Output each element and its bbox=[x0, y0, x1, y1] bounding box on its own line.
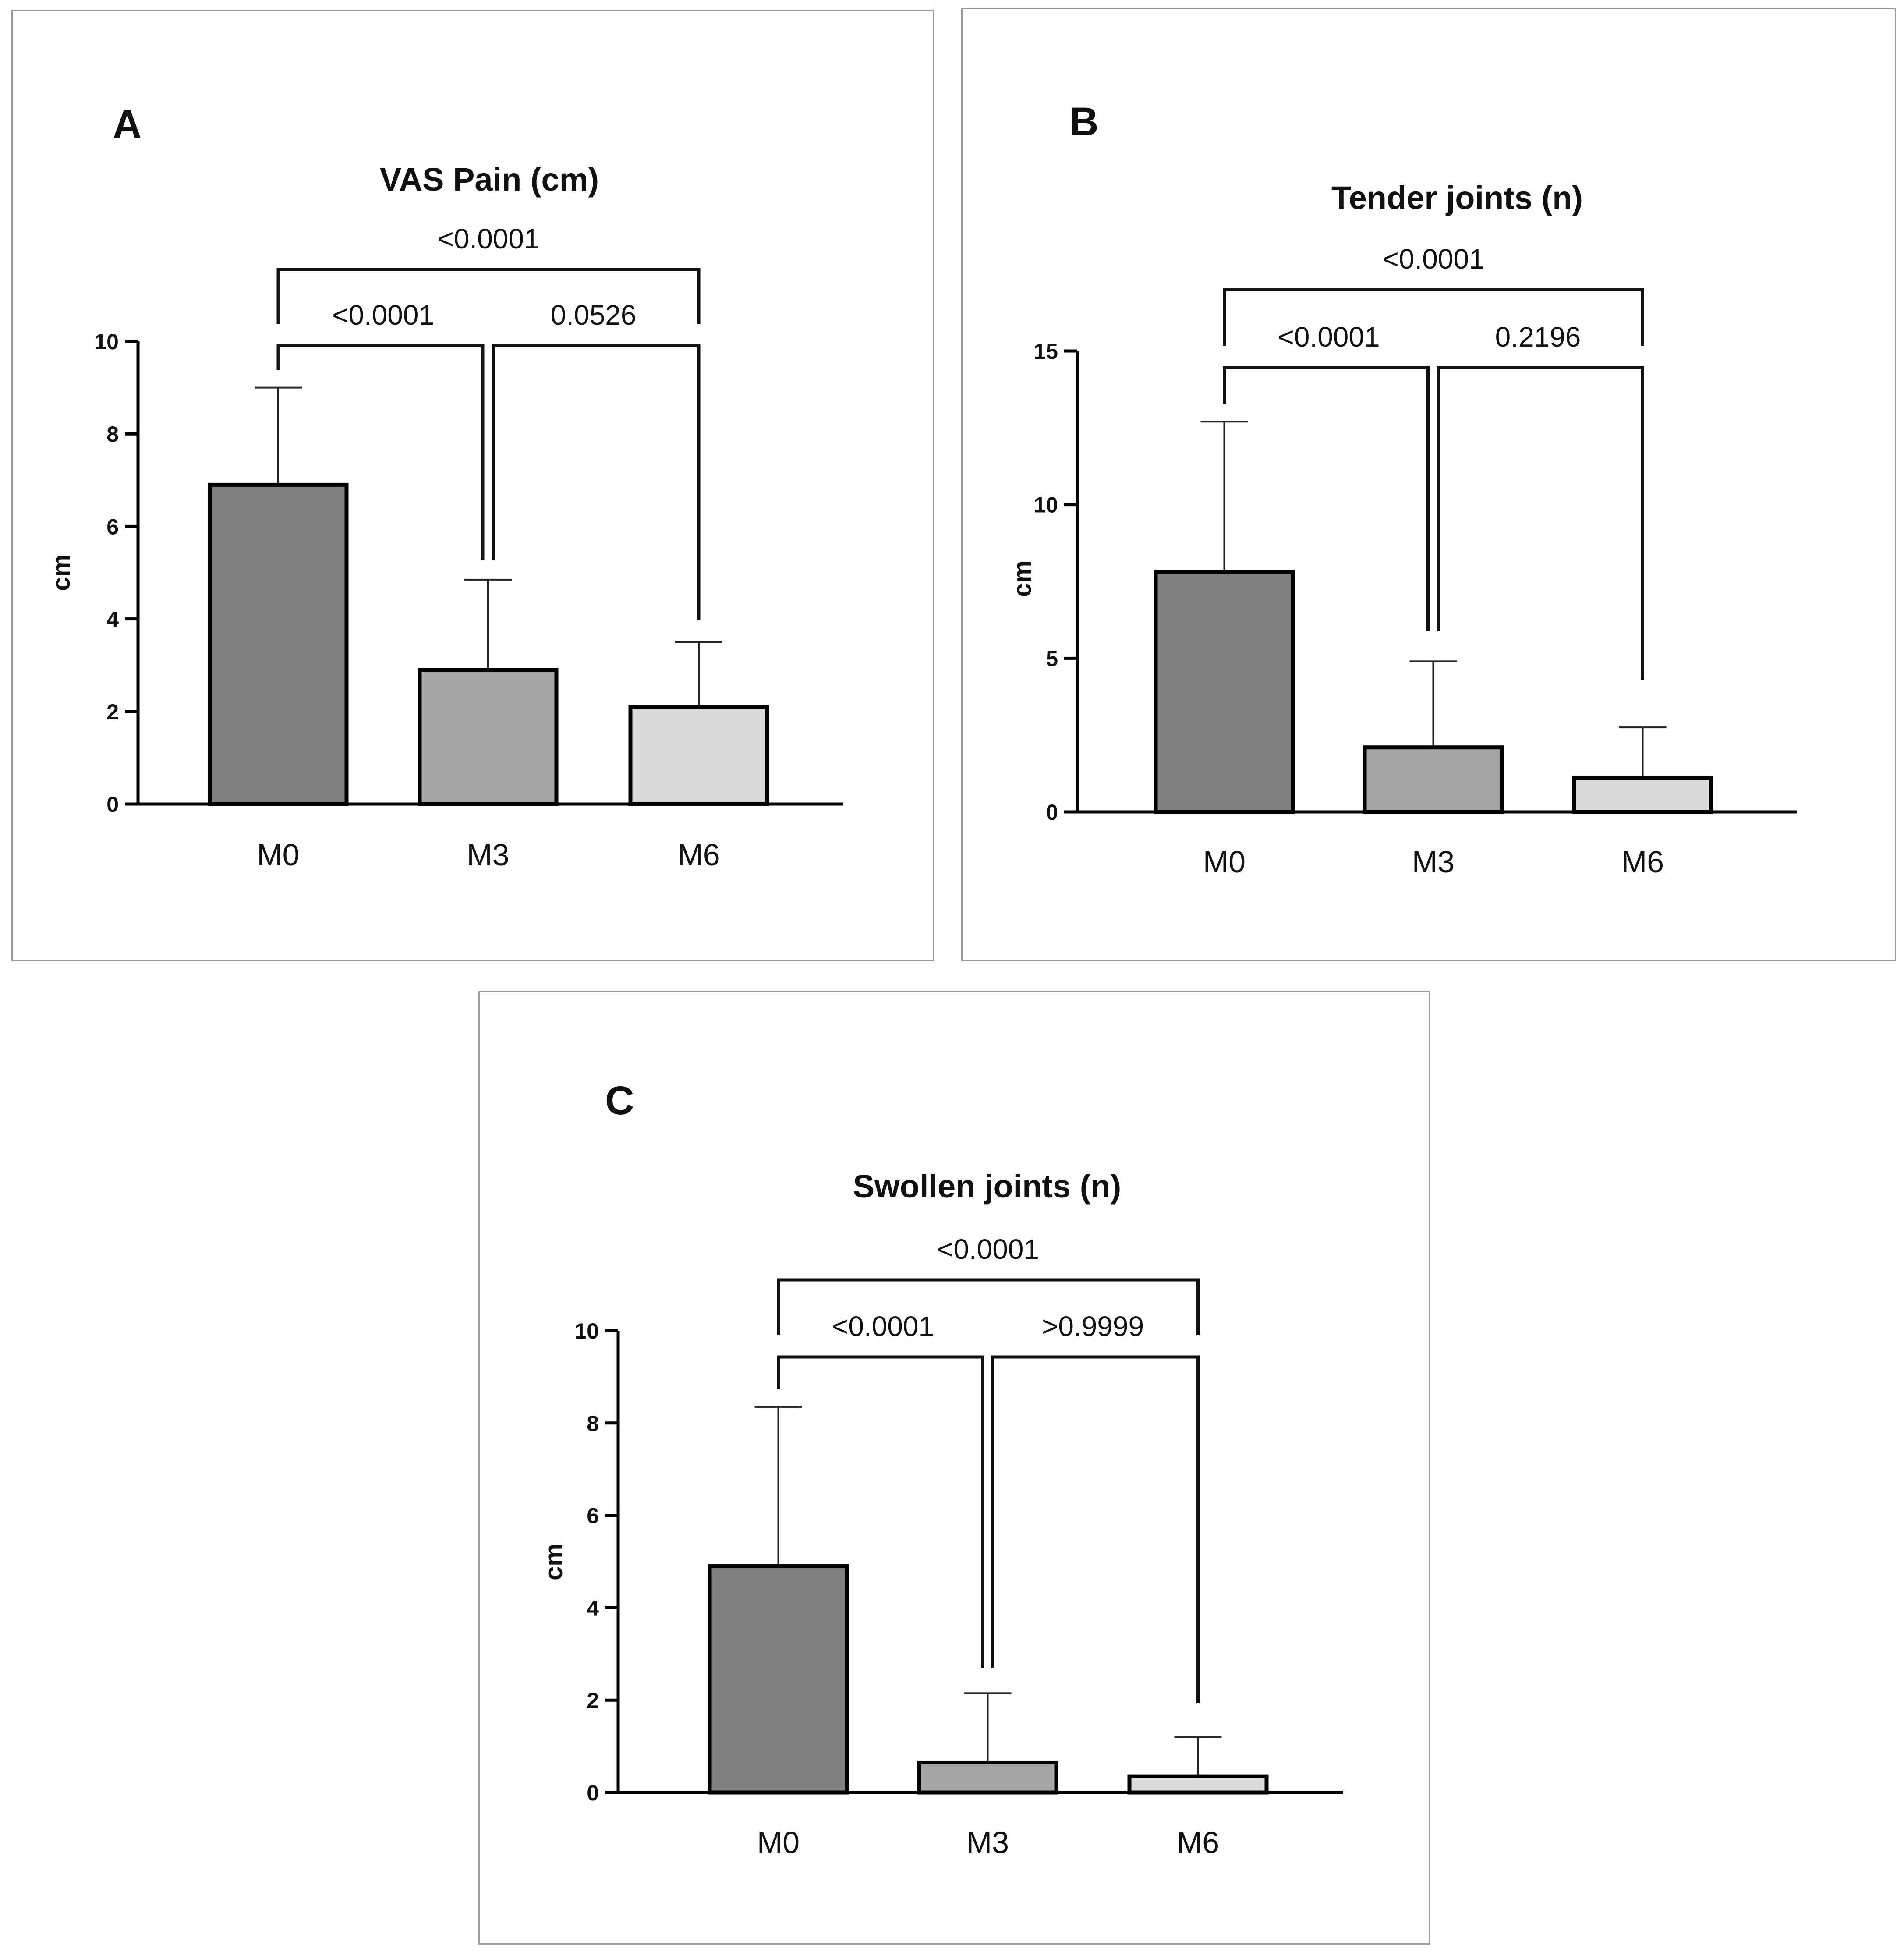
sig-bracket-b-m0-m3: <0.0001 bbox=[1223, 321, 1430, 631]
y-tick-label-a: 8 bbox=[106, 422, 119, 446]
chart-title-b: Tender joints (n) bbox=[1331, 180, 1583, 216]
y-axis-label-c: cm bbox=[539, 1544, 568, 1580]
y-tick-label-b: 0 bbox=[1046, 800, 1058, 825]
sig-bracket-c-m3-m6: >0.9999 bbox=[991, 1311, 1200, 1703]
x-tick-label-b-m3: M3 bbox=[1412, 845, 1455, 879]
y-axis-label-a: cm bbox=[47, 554, 75, 591]
y-tick-label-a: 10 bbox=[94, 329, 119, 354]
chart-a-svg: A VAS Pain (cm) 0 2 4 6 8 10 cm M0 M3 M6 <0.0001 <0… bbox=[47, 102, 843, 872]
x-tick-label-c-m3: M3 bbox=[966, 1825, 1009, 1860]
y-tick-label-c: 6 bbox=[587, 1504, 599, 1528]
y-tick-label-a: 2 bbox=[106, 700, 119, 724]
y-tick-label-c: 10 bbox=[574, 1319, 599, 1343]
sig-bracket-b-m3-m6: 0.2196 bbox=[1437, 321, 1644, 680]
sig-bracket-c-m0-m3: <0.0001 bbox=[777, 1311, 984, 1668]
panel-letter-a: A bbox=[113, 102, 142, 147]
error-bar-a-m0 bbox=[255, 386, 302, 485]
error-bar-b-m0 bbox=[1200, 421, 1248, 572]
p-value-a-m0-m3: <0.0001 bbox=[332, 299, 434, 331]
chart-title-a: VAS Pain (cm) bbox=[380, 161, 599, 198]
y-tick-label-b: 10 bbox=[1033, 493, 1058, 517]
sig-bracket-b-m0-m6: <0.0001 bbox=[1223, 243, 1644, 346]
x-tick-label-a-m3: M3 bbox=[467, 838, 509, 872]
y-tick-label-b: 15 bbox=[1033, 339, 1058, 364]
sig-bracket-a-m0-m6: <0.0001 bbox=[276, 223, 701, 324]
x-tick-label-c-m0: M0 bbox=[757, 1825, 800, 1860]
p-value-c-m0-m3: <0.0001 bbox=[832, 1311, 934, 1342]
p-value-a-m0-m6: <0.0001 bbox=[437, 223, 539, 255]
chart-b-svg: B Tender joints (n) 0 5 10 15 cm M0 M3 M6 <0.000… bbox=[1008, 99, 1797, 879]
sig-bracket-a-m3-m6: 0.0526 bbox=[492, 299, 701, 620]
bar-c-m3 bbox=[917, 1760, 1058, 1795]
y-tick-label-c: 4 bbox=[587, 1596, 599, 1620]
x-tick-label-c-m6: M6 bbox=[1177, 1825, 1219, 1860]
y-tick-label-c: 0 bbox=[587, 1781, 599, 1805]
panel-letter-c: C bbox=[605, 1078, 634, 1123]
bar-b-m6 bbox=[1572, 776, 1713, 814]
bar-c-m0 bbox=[708, 1564, 849, 1795]
chart-panel-a: A VAS Pain (cm) 0 2 4 6 8 10 cm M0 M3 M6 <0.0001 <0… bbox=[11, 10, 934, 961]
y-tick-label-a: 4 bbox=[106, 607, 119, 632]
x-tick-label-a-m6: M6 bbox=[677, 838, 720, 872]
error-bar-b-m3 bbox=[1409, 660, 1457, 747]
p-value-a-m3-m6: 0.0526 bbox=[551, 299, 637, 331]
bar-b-m0 bbox=[1154, 570, 1295, 814]
bar-a-m3 bbox=[418, 668, 559, 806]
x-tick-label-b-m0: M0 bbox=[1203, 845, 1246, 879]
error-bar-c-m0 bbox=[754, 1406, 802, 1566]
bar-a-m6 bbox=[628, 705, 769, 806]
y-tick-label-b: 5 bbox=[1046, 646, 1058, 671]
x-tick-label-b-m6: M6 bbox=[1621, 845, 1664, 879]
p-value-b-m0-m6: <0.0001 bbox=[1382, 243, 1484, 275]
bar-b-m3 bbox=[1363, 745, 1504, 814]
plot-area-b: 0 5 10 15 cm M0 M3 M6 <0.0001 <0.0001 0.2196 bbox=[1008, 243, 1797, 879]
error-bar-c-m3 bbox=[964, 1692, 1012, 1763]
bar-a-m0 bbox=[208, 482, 349, 806]
p-value-b-m0-m3: <0.0001 bbox=[1278, 321, 1380, 353]
plot-area-c: 0 2 4 6 8 10 cm M0 M3 M6 <0.0001 <0.0001 >0.9999 bbox=[539, 1233, 1343, 1860]
y-tick-label-a: 6 bbox=[106, 514, 119, 539]
plot-area-a: 0 2 4 6 8 10 cm M0 M3 M6 <0.0001 <0.0001 0.0526 bbox=[47, 223, 843, 872]
error-bar-a-m6 bbox=[675, 641, 722, 707]
error-bar-a-m3 bbox=[464, 578, 512, 670]
error-bar-c-m6 bbox=[1174, 1736, 1222, 1777]
y-tick-label-a: 0 bbox=[106, 792, 119, 817]
chart-panel-c: C Swollen joints (n) 0 2 4 6 8 10 cm M0 M3 M6 <0.0… bbox=[478, 991, 1430, 1945]
p-value-c-m3-m6: >0.9999 bbox=[1042, 1311, 1144, 1342]
p-value-c-m0-m6: <0.0001 bbox=[937, 1233, 1039, 1265]
p-value-b-m3-m6: 0.2196 bbox=[1495, 321, 1581, 353]
sig-bracket-a-m0-m3: <0.0001 bbox=[276, 299, 485, 560]
y-tick-label-c: 8 bbox=[587, 1411, 599, 1436]
panel-letter-b: B bbox=[1069, 99, 1098, 144]
chart-panel-b: B Tender joints (n) 0 5 10 15 cm M0 M3 M6 <0.000… bbox=[961, 8, 1896, 961]
chart-c-svg: C Swollen joints (n) 0 2 4 6 8 10 cm M0 M3 M6 <0.0… bbox=[539, 1078, 1343, 1860]
sig-bracket-c-m0-m6: <0.0001 bbox=[777, 1233, 1200, 1335]
y-tick-label-c: 2 bbox=[587, 1688, 599, 1713]
error-bar-b-m6 bbox=[1619, 726, 1667, 778]
x-tick-label-a-m0: M0 bbox=[257, 838, 299, 872]
chart-title-c: Swollen joints (n) bbox=[853, 1168, 1122, 1205]
y-axis-label-b: cm bbox=[1008, 560, 1037, 597]
bar-c-m6 bbox=[1127, 1774, 1269, 1795]
